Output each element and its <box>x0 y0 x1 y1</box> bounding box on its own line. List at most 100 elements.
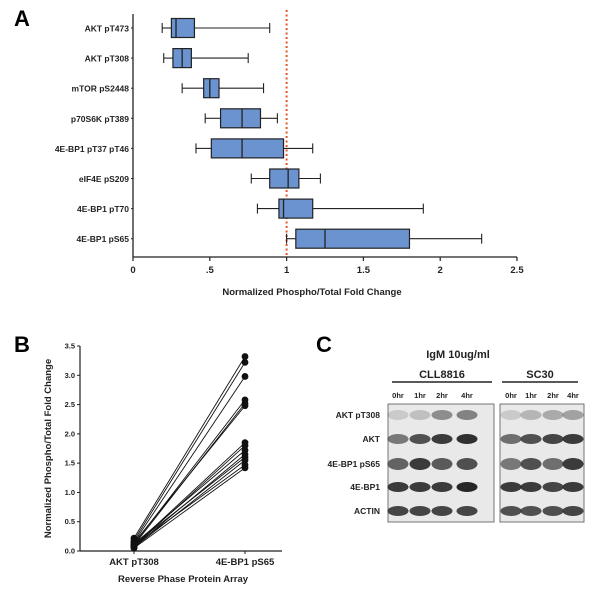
box-iqr <box>278 198 314 219</box>
blot-band <box>456 458 478 470</box>
pair-line <box>133 449 246 545</box>
box-iqr <box>210 138 285 159</box>
box-iqr <box>170 17 196 39</box>
blot-band <box>387 458 409 470</box>
x-category-label: AKT pT308 <box>109 557 159 568</box>
category-label: 4E-BP1 pT37 pT46 <box>55 144 129 154</box>
panel-b-paired-plot: 0.0 0.5 1.0 1.5 2.0 2.5 3.0 3.5 AKT pT308 4E-BP1 … <box>43 342 282 585</box>
blot-band <box>500 482 522 492</box>
blot-band <box>431 482 453 492</box>
blot-band <box>500 458 522 470</box>
blot-row-label: 4E-BP1 pS65 <box>328 459 381 469</box>
blot-band <box>431 410 453 420</box>
box-iqr <box>219 108 262 129</box>
x-axis-title: Reverse Phase Protein Array <box>118 574 249 585</box>
pair-line <box>133 467 246 549</box>
blot-band <box>409 458 431 470</box>
blot-band <box>520 482 542 492</box>
blot-band <box>542 434 564 444</box>
blot-band <box>409 410 431 420</box>
blot-lane-label: 1hr <box>525 391 537 400</box>
blot-band <box>456 410 478 420</box>
blot-band <box>542 482 564 492</box>
blot-treatment-label: IgM 10ug/ml <box>426 349 490 361</box>
blot-band <box>520 506 542 516</box>
point-4ebp1-ps65 <box>241 373 249 380</box>
blot-row-label: ACTIN <box>354 506 380 516</box>
blot-band <box>562 410 584 420</box>
y-tick-label: 0.0 <box>65 547 75 556</box>
pair-line <box>133 456 246 545</box>
point-4ebp1-ps65 <box>241 402 249 410</box>
x-axis-title: Normalized Phospho/Total Fold Change <box>222 287 401 298</box>
blot-band <box>456 506 478 516</box>
box-iqr <box>295 228 411 249</box>
blot-band <box>456 482 478 492</box>
blot-band <box>431 434 453 444</box>
blot-band <box>387 434 409 444</box>
blot-band <box>562 434 584 444</box>
blot-band <box>542 506 564 516</box>
blot-lane-label: 4hr <box>567 391 579 400</box>
category-label: eIF4E pS209 <box>79 174 129 184</box>
x-tick-label: .5 <box>206 265 215 276</box>
blot-band <box>562 482 584 492</box>
blot-band <box>387 506 409 516</box>
blot-band <box>500 434 522 444</box>
x-tick-label: 2 <box>438 265 443 276</box>
point-4ebp1-ps65 <box>241 359 249 366</box>
category-label: 4E-BP1 pT70 <box>77 204 129 214</box>
pair-line <box>133 405 246 544</box>
blot-lane-label: 2hr <box>436 391 448 400</box>
blot-group-label: SC30 <box>526 369 554 381</box>
blot-band <box>500 506 522 516</box>
blot-band <box>431 506 453 516</box>
x-tick-label: 1 <box>284 265 290 276</box>
blot-band <box>520 434 542 444</box>
y-tick-label: 2.5 <box>65 400 75 409</box>
panel-a-boxplot: 0 .5 1 1.5 2 2.5 Normalized Phospho/Total Fold… <box>55 10 524 298</box>
y-tick-label: 1.5 <box>65 459 75 468</box>
blot-band <box>387 482 409 492</box>
x-tick-label: 0 <box>130 265 135 276</box>
category-label: AKT pT473 <box>85 24 130 34</box>
y-tick-label: 3.0 <box>65 371 75 380</box>
point-akt-pt308 <box>130 544 138 552</box>
blot-group-label: CLL8816 <box>419 369 465 381</box>
point-4ebp1-ps65 <box>241 464 249 472</box>
category-label: AKT pT308 <box>85 54 130 64</box>
blot-band <box>456 434 478 444</box>
y-tick-label: 3.5 <box>65 342 75 351</box>
blot-band <box>409 482 431 492</box>
category-label: p70S6K pT389 <box>71 114 129 124</box>
pair-line <box>133 464 246 546</box>
blot-band <box>409 434 431 444</box>
x-tick-label: 1.5 <box>357 265 371 276</box>
box-iqr <box>269 168 300 189</box>
box-iqr <box>203 78 220 99</box>
blot-band <box>520 410 542 420</box>
blot-lane-label: 2hr <box>547 391 559 400</box>
x-category-label: 4E-BP1 pS65 <box>216 557 275 568</box>
pair-line <box>133 459 246 548</box>
blot-band <box>520 458 542 470</box>
pair-line <box>133 356 246 539</box>
point-4ebp1-ps65 <box>241 442 249 449</box>
panel-a-letter: A <box>14 6 30 31</box>
blot-lane-label: 0hr <box>392 391 404 400</box>
category-label: 4E-BP1 pS65 <box>77 234 130 244</box>
panel-c-letter: C <box>316 332 332 357</box>
y-tick-label: 1.0 <box>65 488 75 497</box>
blot-lane-label: 4hr <box>461 391 473 400</box>
blot-band <box>542 410 564 420</box>
panel-c-western-blot: IgM 10ug/ml CLL8816 0hr 1hr 2hr 4hr SC30 0hr 1h… <box>328 349 585 523</box>
y-axis-title: Normalized Phospho/Total Fold Change <box>43 359 54 538</box>
x-tick-label: 2.5 <box>510 265 524 276</box>
category-label: mTOR pS2448 <box>72 84 130 94</box>
y-tick-label: 0.5 <box>65 517 75 526</box>
blot-band <box>500 410 522 420</box>
pair-line <box>133 376 246 543</box>
pair-line <box>133 362 246 541</box>
y-tick-label: 2.0 <box>65 429 75 438</box>
